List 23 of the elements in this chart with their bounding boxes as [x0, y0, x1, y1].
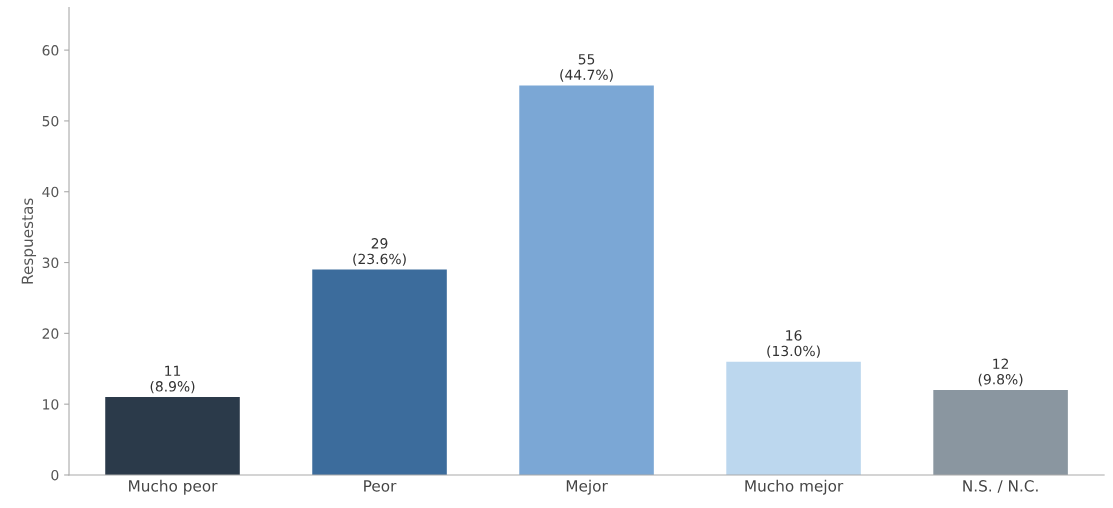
- data-label: 55 (44.7%): [560, 54, 613, 82]
- y-tick-label: 40: [42, 186, 59, 198]
- data-label: 12 (9.8%): [978, 358, 1023, 387]
- y-tick-label: 20: [42, 328, 59, 339]
- bar: [312, 269, 447, 475]
- data-label: 11 (8.9%): [150, 365, 195, 394]
- y-tick-label: 10: [43, 399, 59, 410]
- x-tick-label: Peor: [364, 480, 397, 492]
- y-axis-title: Respuestas: [21, 198, 37, 284]
- y-tick-label: 60: [42, 45, 59, 56]
- y-tick-label: 30: [42, 257, 59, 269]
- bar: [726, 361, 861, 475]
- bar: [933, 390, 1068, 475]
- x-tick-label: N.S. / N.C.: [963, 480, 1038, 493]
- bar: [519, 85, 654, 475]
- x-tick-label: Mejor: [566, 479, 608, 495]
- data-label: 29 (23.6%): [353, 238, 406, 266]
- data-label: 16 (13.0%): [767, 330, 820, 358]
- y-tick-label: 0: [51, 469, 59, 481]
- x-tick-label: Mucho mejor: [745, 479, 844, 495]
- x-tick-label: Mucho peor: [129, 479, 218, 495]
- bar: [105, 397, 240, 475]
- y-tick-label: 50: [42, 115, 59, 127]
